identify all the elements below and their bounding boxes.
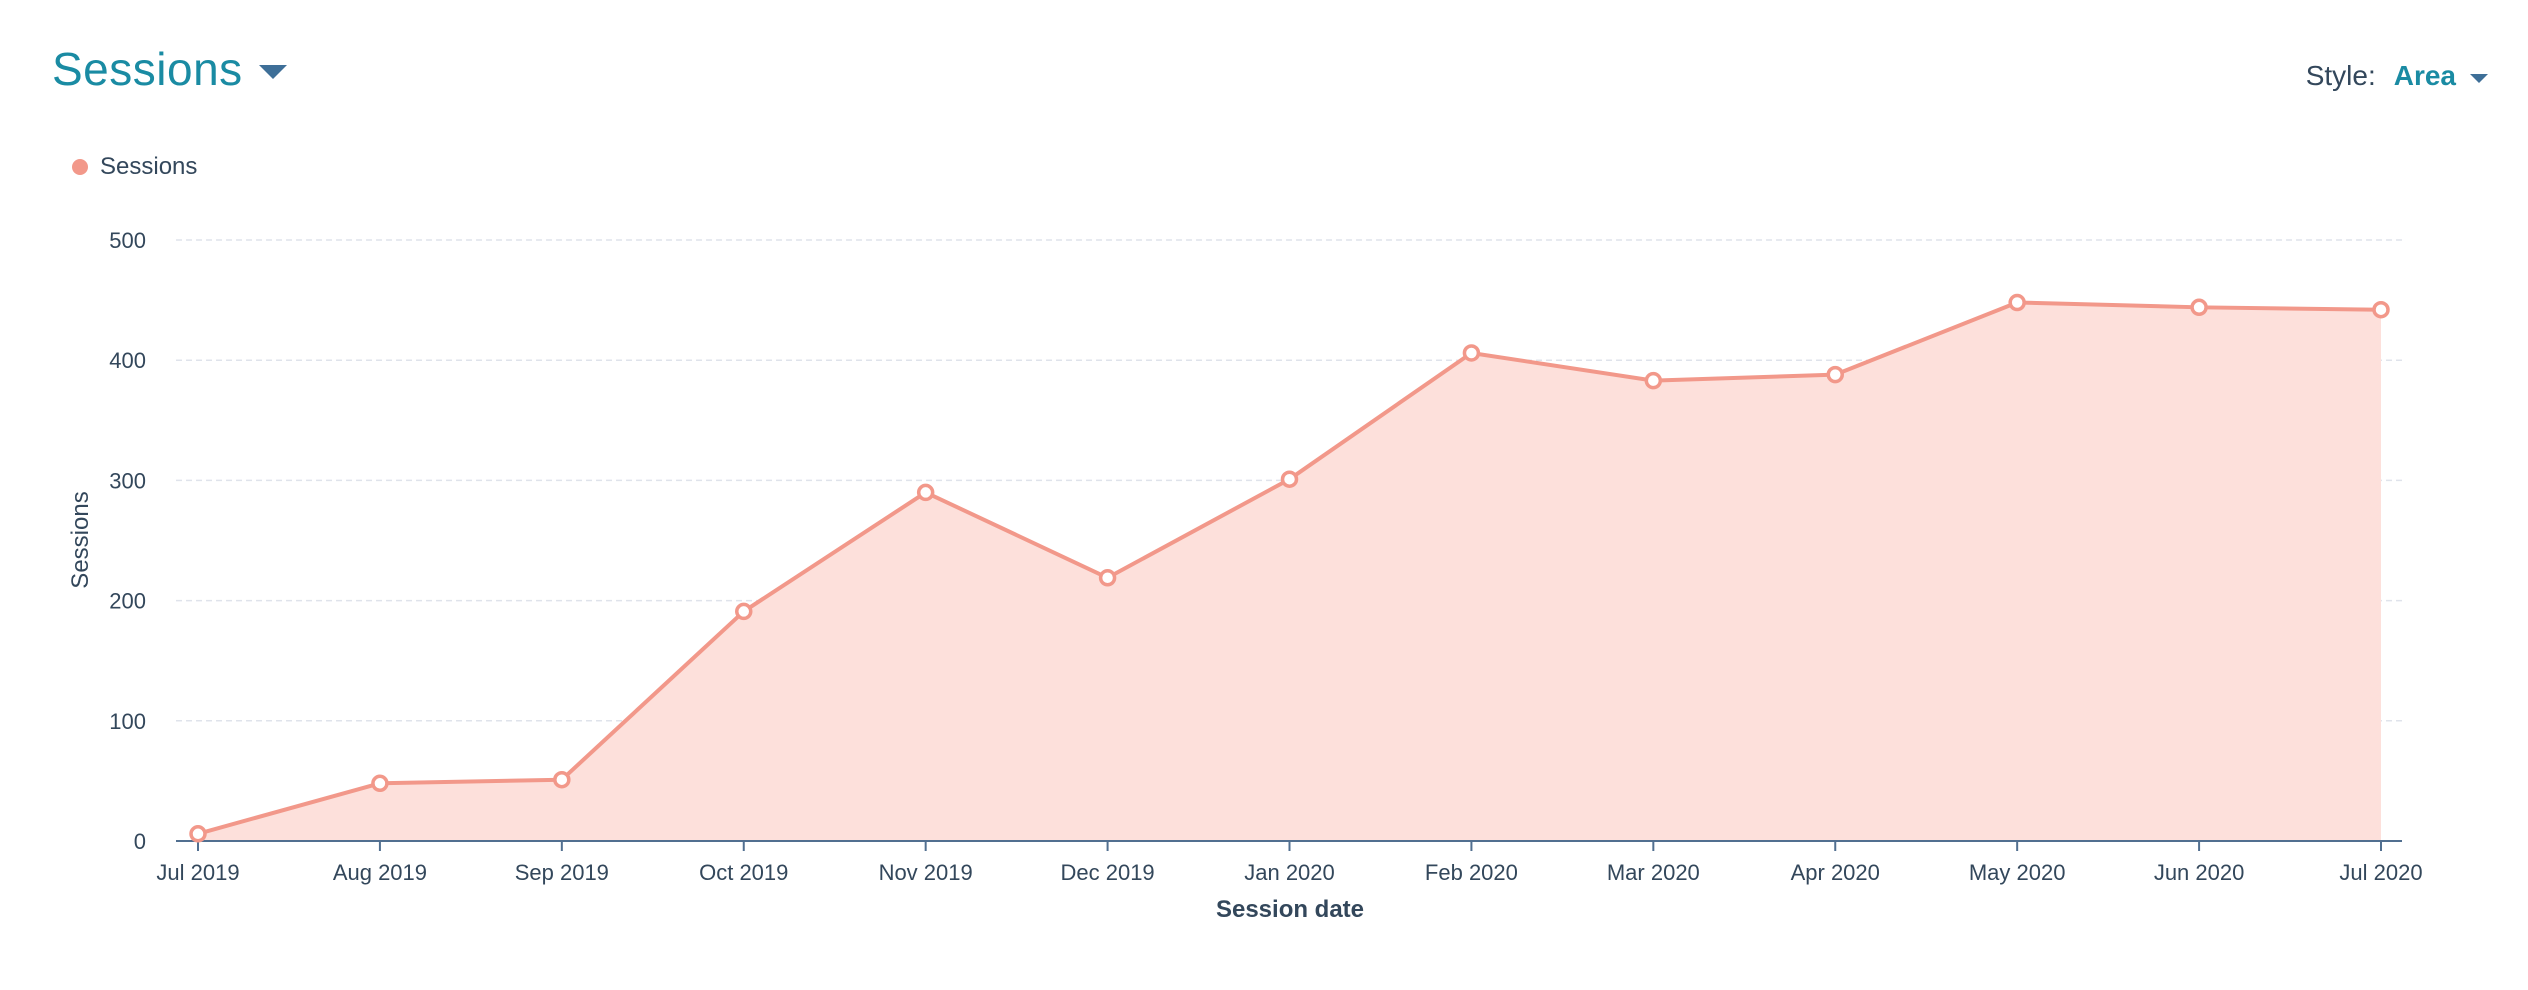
data-point: [553, 770, 571, 789]
data-point: [2190, 298, 2208, 317]
x-tick-label: Sep 2019: [515, 860, 609, 885]
style-selector[interactable]: Style: Area: [2306, 60, 2488, 92]
data-point: [1826, 365, 1844, 384]
x-tick-label: Jul 2019: [156, 860, 239, 885]
data-point: [916, 483, 935, 502]
chevron-down-icon[interactable]: [2470, 73, 2488, 83]
x-tick-label: Apr 2020: [1791, 860, 1880, 885]
x-tick-label: Mar 2020: [1607, 860, 1700, 885]
y-tick-label: 200: [109, 589, 146, 614]
x-tick-label: May 2020: [1969, 860, 2066, 885]
y-tick-label: 0: [134, 829, 146, 854]
x-axis-title: Session date: [1216, 896, 1364, 923]
legend: Sessions: [72, 153, 197, 181]
data-point: [1644, 371, 1663, 390]
legend-label: Sessions: [100, 153, 198, 180]
x-tick-label: Feb 2020: [1425, 860, 1518, 885]
chart-title-dropdown[interactable]: Sessions: [52, 42, 287, 96]
data-point: [1462, 344, 1481, 362]
x-tick-label: Jul 2020: [2339, 860, 2422, 885]
legend-marker: [72, 159, 88, 175]
y-tick-label: 400: [109, 348, 146, 373]
chart-title[interactable]: Sessions: [52, 43, 243, 95]
data-point: [371, 774, 389, 793]
x-tick-label: Nov 2019: [879, 860, 973, 885]
y-tick-label: 500: [109, 228, 146, 253]
data-point: [189, 825, 207, 843]
x-tick-label: Oct 2019: [699, 860, 788, 885]
data-point: [2008, 293, 2026, 312]
x-tick-label: Jun 2020: [2154, 860, 2245, 885]
series-area-fill: [198, 302, 2381, 841]
data-point: [2372, 300, 2390, 319]
chevron-down-icon[interactable]: [258, 65, 287, 79]
x-tick-label: Jan 2020: [1244, 860, 1335, 885]
x-tick-label: Aug 2019: [333, 860, 427, 885]
data-point: [1280, 470, 1299, 488]
data-point: [1098, 569, 1117, 587]
y-axis-title: Sessions: [67, 491, 94, 588]
style-value[interactable]: Area: [2393, 60, 2456, 91]
y-tick-label: 100: [109, 709, 146, 734]
x-tick-label: Dec 2019: [1060, 860, 1154, 885]
style-label: Style:: [2305, 60, 2376, 91]
data-point: [735, 602, 753, 621]
y-tick-label: 300: [109, 468, 146, 493]
